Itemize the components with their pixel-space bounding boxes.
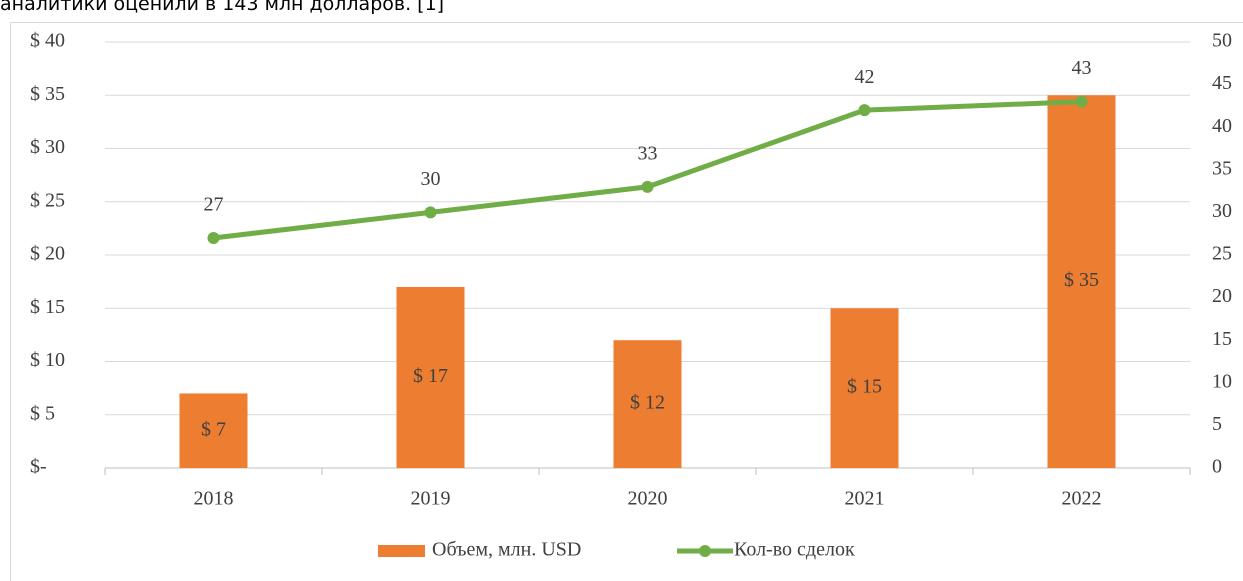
y-tick-label: $ 10 (30, 349, 65, 371)
line-marker (858, 104, 871, 117)
chart-frame (10, 22, 1243, 581)
y2-tick-label: 0 (1212, 456, 1222, 478)
y2-tick-label: 5 (1212, 413, 1222, 435)
legend-label: Объем, млн. USD (432, 539, 581, 561)
text-above: аналитики оценили в 143 млн долларов. [1… (0, 0, 444, 15)
y2-tick-label: 10 (1212, 370, 1232, 392)
y2-tick-label: 25 (1212, 243, 1232, 265)
y-tick-label: $ 15 (30, 296, 65, 318)
y2-tick-label: 20 (1212, 285, 1232, 307)
x-tick-label: 2022 (1062, 488, 1102, 510)
y-tick-label: $ 5 (30, 402, 55, 424)
bar-label: $ 35 (1064, 269, 1099, 291)
line-marker (424, 206, 437, 219)
line-marker (207, 231, 220, 244)
legend-swatch (378, 545, 425, 557)
x-tick-label: 2021 (845, 488, 885, 510)
line-label: 33 (638, 142, 658, 164)
legend-marker (699, 545, 711, 557)
y-tick-label: $- (30, 456, 47, 478)
bar (179, 393, 248, 468)
legend-label: Кол-во сделок (734, 539, 855, 561)
x-tick-label: 2020 (628, 488, 668, 510)
y2-tick-label: 45 (1212, 72, 1232, 94)
line-label: 43 (1072, 57, 1092, 79)
y-tick-label: $ 35 (30, 83, 65, 105)
y2-tick-label: 30 (1212, 200, 1232, 222)
line-label: 30 (421, 168, 441, 190)
y-tick-label: $ 20 (30, 243, 65, 265)
x-tick-label: 2019 (411, 488, 451, 510)
line-label: 27 (204, 194, 224, 216)
y2-tick-label: 40 (1212, 115, 1232, 137)
bar-label: $ 15 (847, 376, 882, 398)
y-tick-label: $ 40 (30, 30, 65, 52)
bar-label: $ 12 (630, 392, 665, 414)
line-marker (1075, 95, 1088, 108)
y-tick-label: $ 25 (30, 189, 65, 211)
y2-tick-label: 35 (1212, 157, 1232, 179)
line-marker (641, 180, 654, 193)
bar (613, 340, 682, 468)
x-tick-label: 2018 (194, 488, 234, 510)
y2-tick-label: 15 (1212, 328, 1232, 350)
y-tick-label: $ 30 (30, 136, 65, 158)
bar-label: $ 7 (201, 418, 226, 440)
y2-tick-label: 50 (1212, 30, 1232, 52)
bar (396, 286, 465, 468)
line-label: 42 (855, 66, 875, 88)
bar-label: $ 17 (413, 365, 448, 387)
bar (830, 308, 899, 468)
bar (1047, 95, 1116, 468)
